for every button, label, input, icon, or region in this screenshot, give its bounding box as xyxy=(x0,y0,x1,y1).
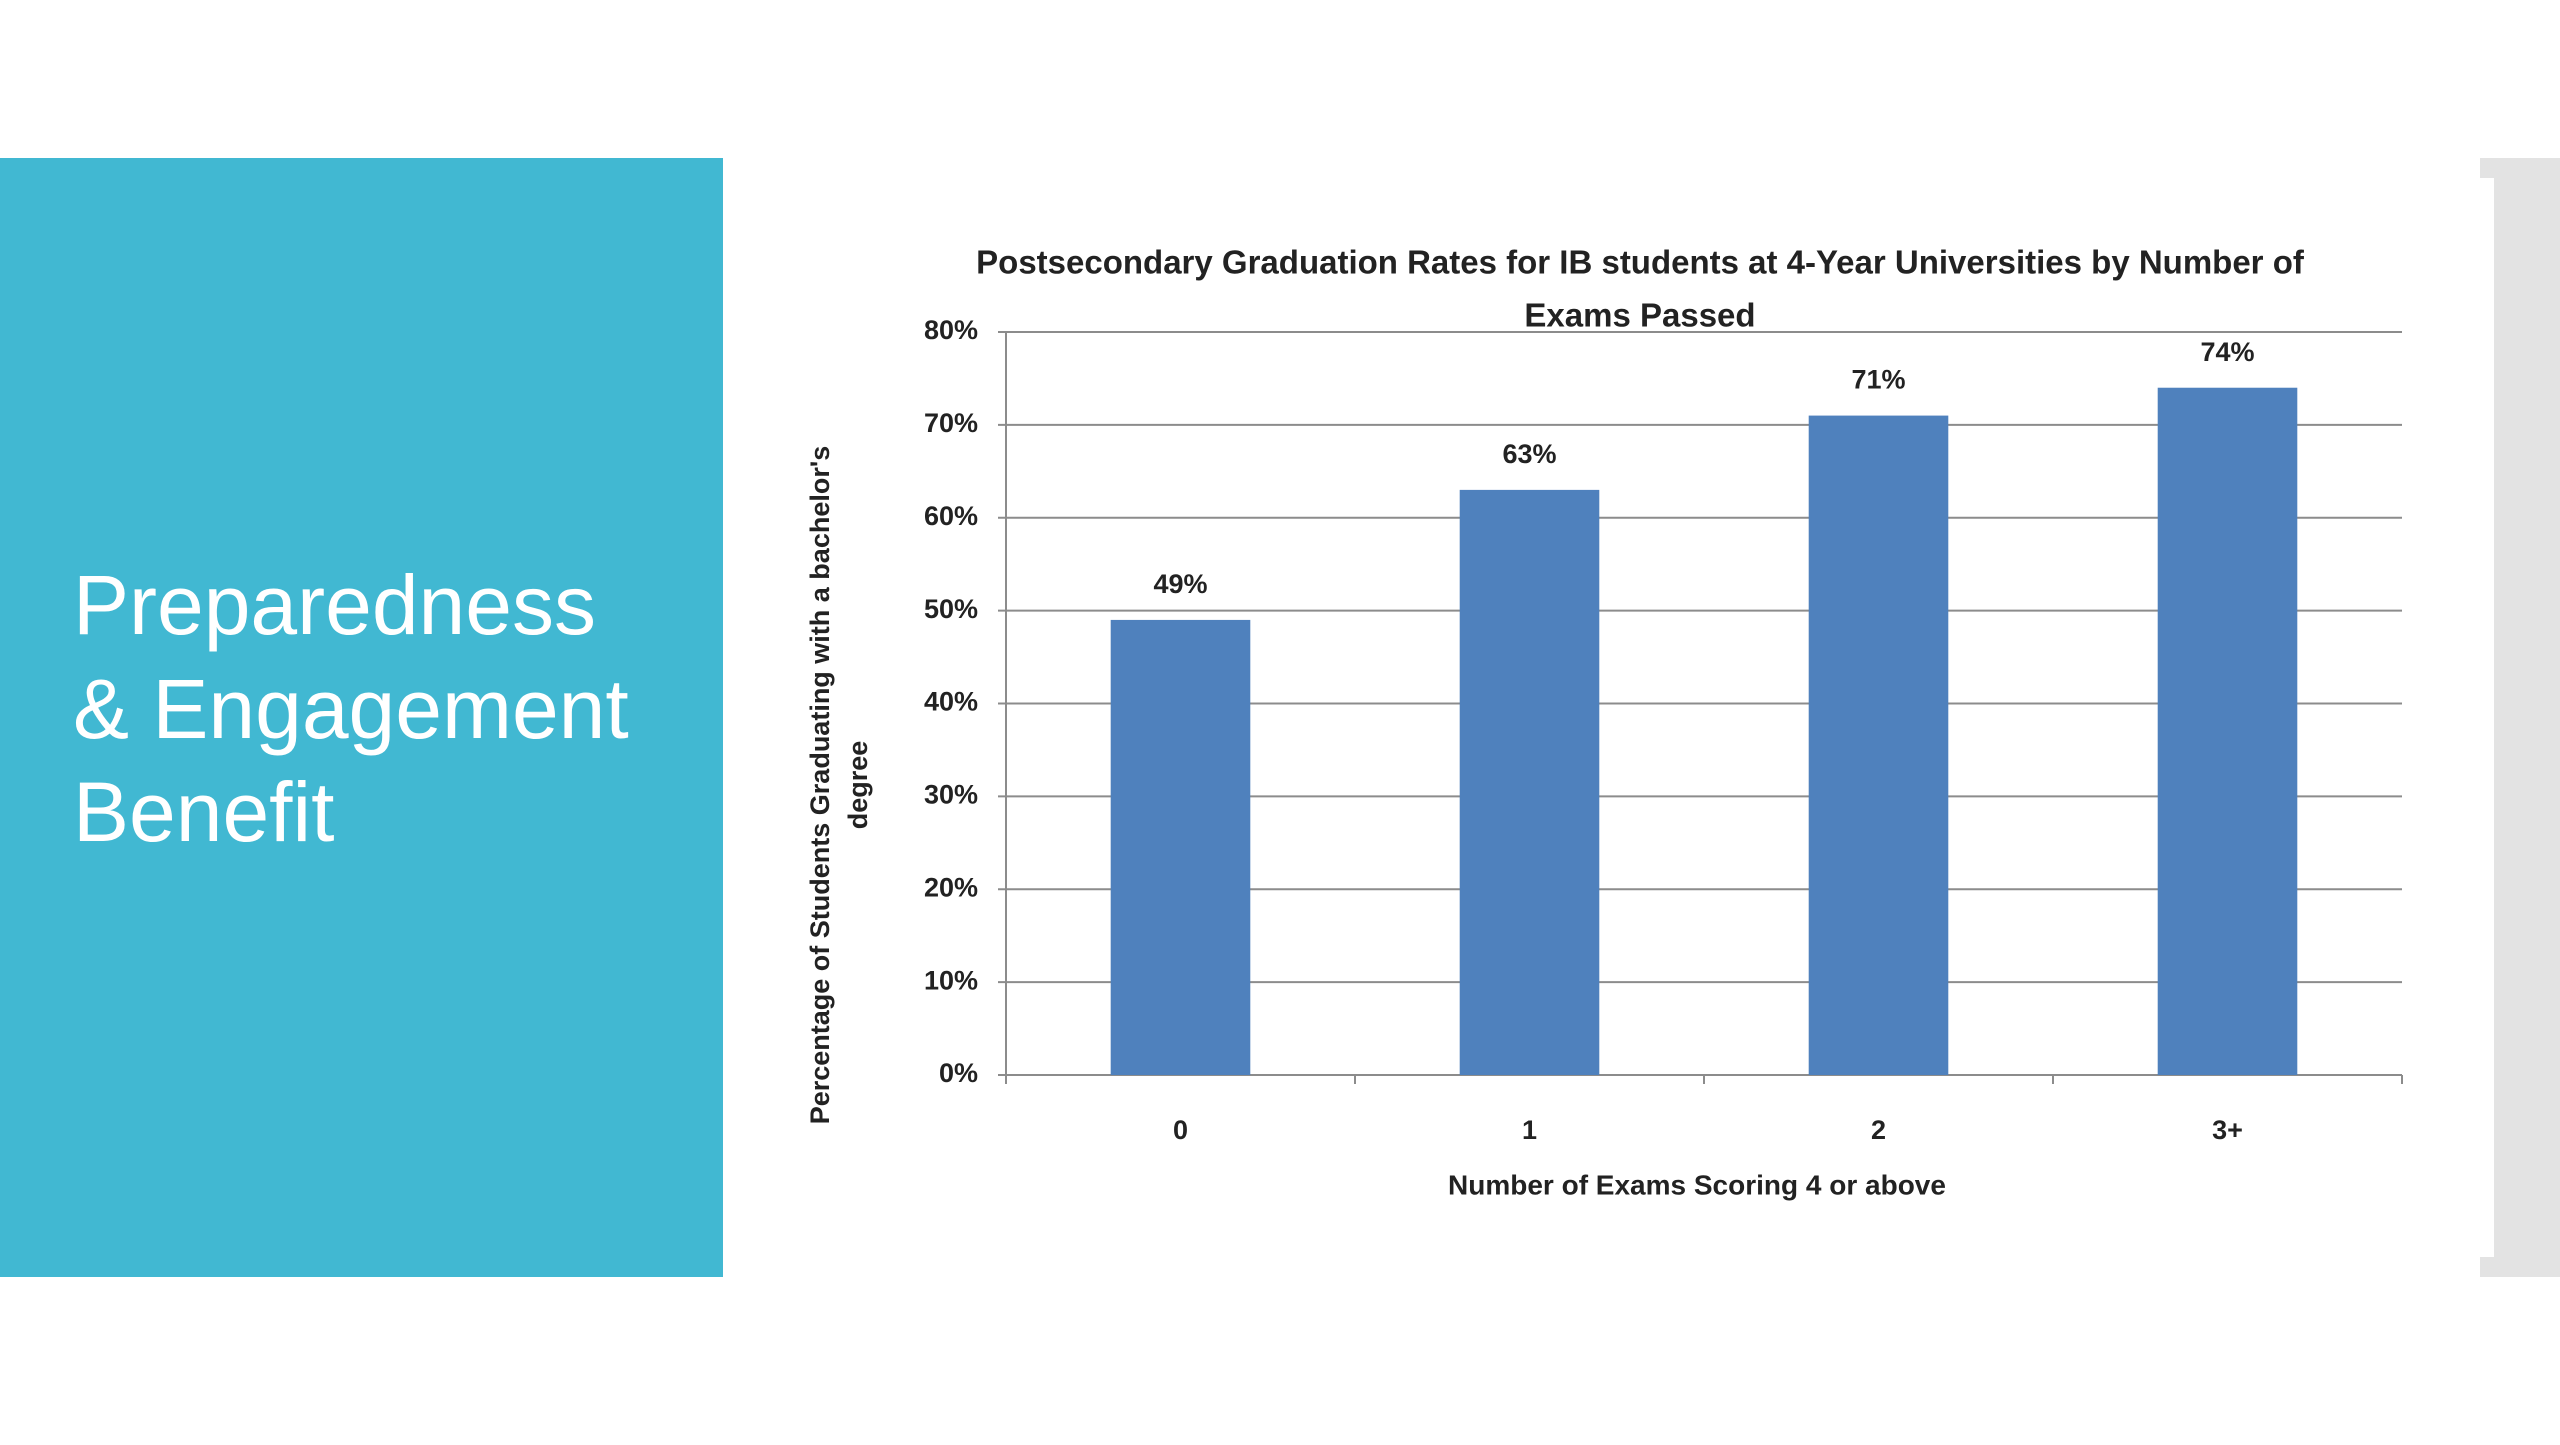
y-tick-label: 80% xyxy=(924,315,978,345)
x-axis-title: Number of Exams Scoring 4 or above xyxy=(1448,1169,1946,1200)
title-panel xyxy=(0,158,723,1277)
y-tick-label: 0% xyxy=(939,1058,978,1088)
bar xyxy=(1110,619,1251,1075)
y-tick-label: 70% xyxy=(924,408,978,438)
y-tick-label: 10% xyxy=(924,965,978,995)
chart-title: Postsecondary Graduation Rates for IB st… xyxy=(976,244,2305,281)
slide-title: Benefit xyxy=(73,765,335,859)
data-label: 71% xyxy=(1851,365,1905,395)
data-label: 74% xyxy=(2200,337,2254,367)
y-tick-label: 30% xyxy=(924,780,978,810)
y-tick-label: 40% xyxy=(924,687,978,717)
y-axis-title-line: Percentage of Students Graduating with a… xyxy=(805,446,835,1125)
x-tick-label: 2 xyxy=(1871,1115,1886,1145)
x-tick-label: 1 xyxy=(1522,1115,1537,1145)
slide-title: Preparedness xyxy=(73,558,596,652)
x-tick-label: 0 xyxy=(1173,1115,1188,1145)
chart-title: Exams Passed xyxy=(1524,297,1755,334)
x-tick-label: 3+ xyxy=(2212,1115,2243,1145)
y-tick-label: 20% xyxy=(924,872,978,902)
y-axis-title-line: degree xyxy=(843,741,873,830)
data-label: 63% xyxy=(1502,439,1556,469)
slide-title: & Engagement xyxy=(73,662,629,756)
bar xyxy=(2157,387,2298,1076)
side-bracket xyxy=(2480,158,2560,1277)
bar xyxy=(1808,415,1949,1075)
y-tick-label: 50% xyxy=(924,594,978,624)
bar xyxy=(1459,489,1600,1075)
y-tick-label: 60% xyxy=(924,501,978,531)
y-axis-title: Percentage of Students Graduating with a… xyxy=(805,446,873,1125)
data-label: 49% xyxy=(1153,569,1207,599)
